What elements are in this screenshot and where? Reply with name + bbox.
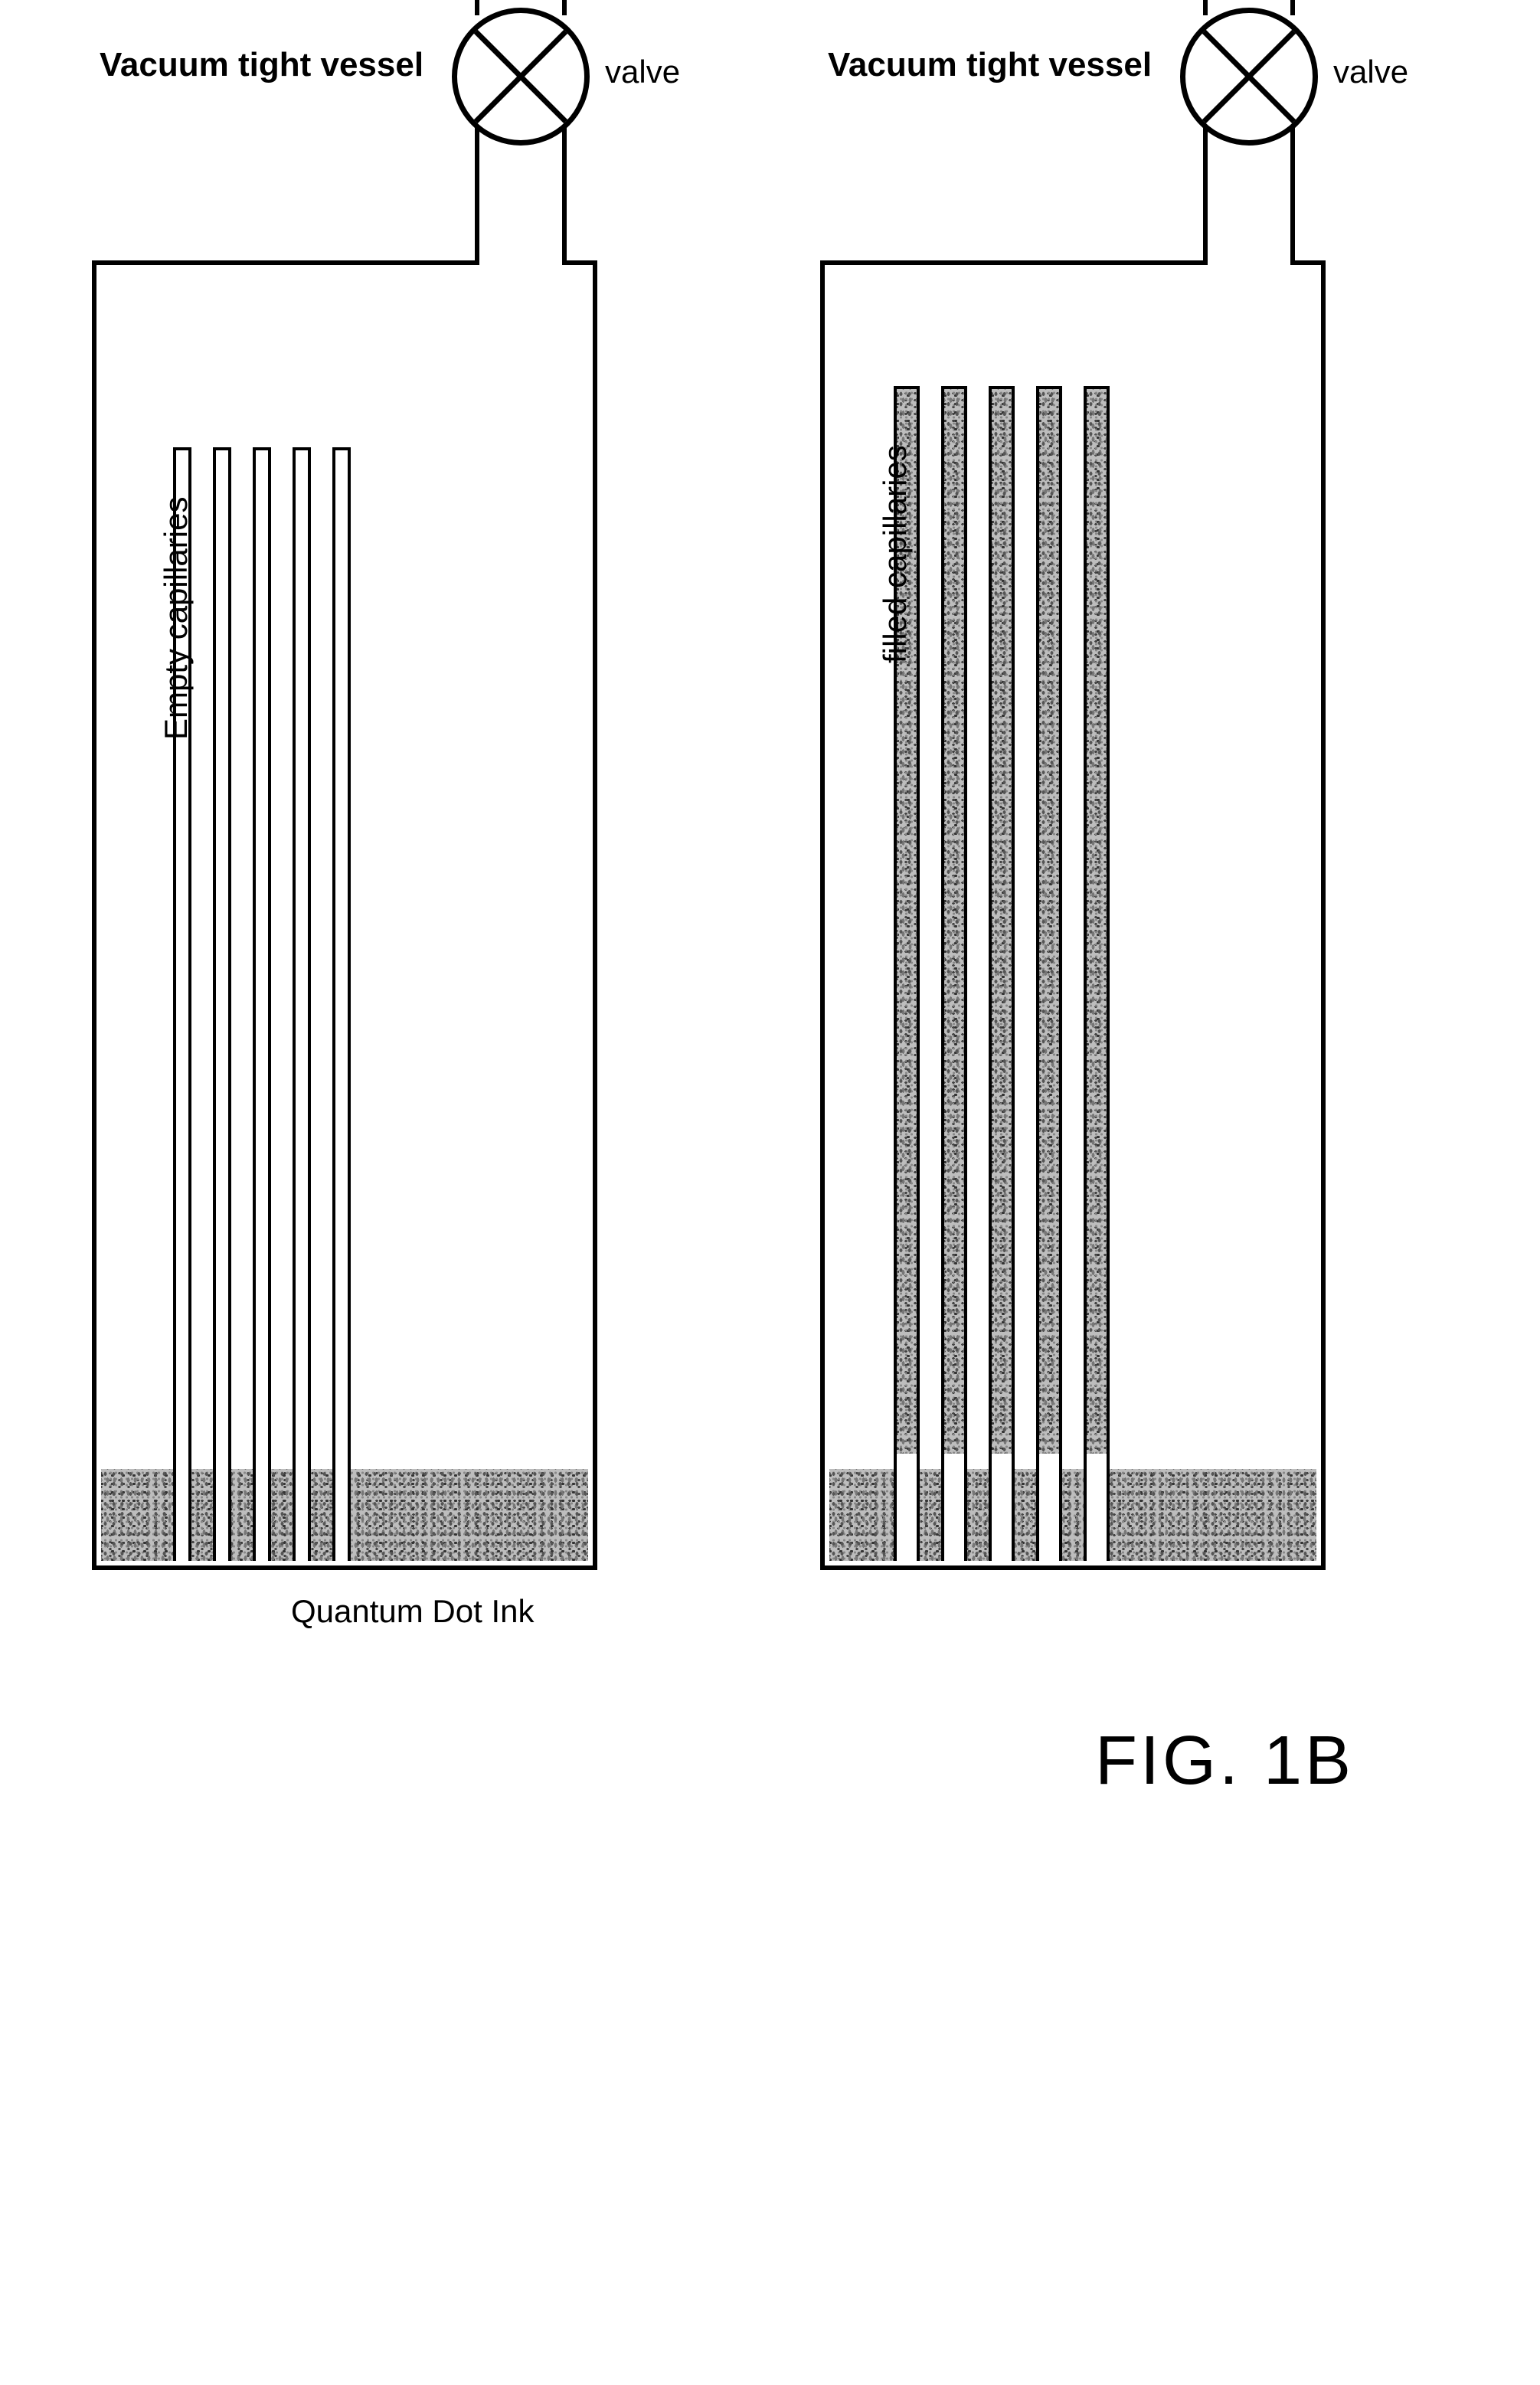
- vessel-body-left: Empty capillaries: [92, 260, 597, 1570]
- capillary-fill: [944, 389, 964, 1458]
- valve-icon-left: [452, 8, 590, 146]
- capillary-dip-right: [894, 1454, 1110, 1561]
- capillary-fill: [1039, 389, 1059, 1458]
- capillary-dip: [213, 1454, 231, 1561]
- capillary-label-right: filled capillaries: [877, 445, 914, 663]
- capillary-group-right: [894, 386, 1110, 1458]
- capillary: [213, 447, 231, 1458]
- ink-label: Quantum Dot Ink: [291, 1593, 534, 1630]
- capillary-dip: [941, 1454, 967, 1561]
- capillary: [1036, 386, 1062, 1458]
- vessel-assembly-left: Vacuum valve: [92, 100, 720, 1570]
- vessel-title-left: Vacuum tight vessel: [100, 46, 423, 84]
- capillary-dip: [332, 1454, 351, 1561]
- valve-icon-right: [1180, 8, 1318, 146]
- capillary: [1084, 386, 1110, 1458]
- valve-label-right: valve: [1333, 54, 1408, 90]
- capillary-dip: [293, 1454, 311, 1561]
- capillary-fill: [992, 389, 1012, 1458]
- capillary: [293, 447, 311, 1458]
- vessel-body-right: filled capillaries: [820, 260, 1326, 1570]
- valve-label-left: valve: [605, 54, 680, 90]
- capillary: [941, 386, 967, 1458]
- capillary-group-left: [173, 447, 351, 1458]
- capillary-dip: [1036, 1454, 1062, 1561]
- capillary-label-left: Empty capillaries: [158, 497, 195, 740]
- panel-left: Vacuum tight vessel Vacuum valve: [92, 46, 720, 1630]
- capillary: [989, 386, 1015, 1458]
- capillary-dip: [253, 1454, 271, 1561]
- capillary-dip: [1084, 1454, 1110, 1561]
- capillary-dip-left: [173, 1454, 351, 1561]
- capillary-fill: [1087, 389, 1107, 1458]
- panel-right: Vacuum tight vessel Inert gas valve: [820, 46, 1448, 1630]
- figure-container: Vacuum tight vessel Vacuum valve: [61, 46, 1479, 1630]
- vessel-assembly-right: Inert gas valve: [820, 100, 1448, 1570]
- capillary: [332, 447, 351, 1458]
- vessel-title-right: Vacuum tight vessel: [828, 46, 1152, 84]
- capillary-dip: [894, 1454, 920, 1561]
- figure-label: FIG. 1B: [1095, 1722, 1479, 1801]
- capillary-dip: [173, 1454, 191, 1561]
- capillary-dip: [989, 1454, 1015, 1561]
- capillary: [253, 447, 271, 1458]
